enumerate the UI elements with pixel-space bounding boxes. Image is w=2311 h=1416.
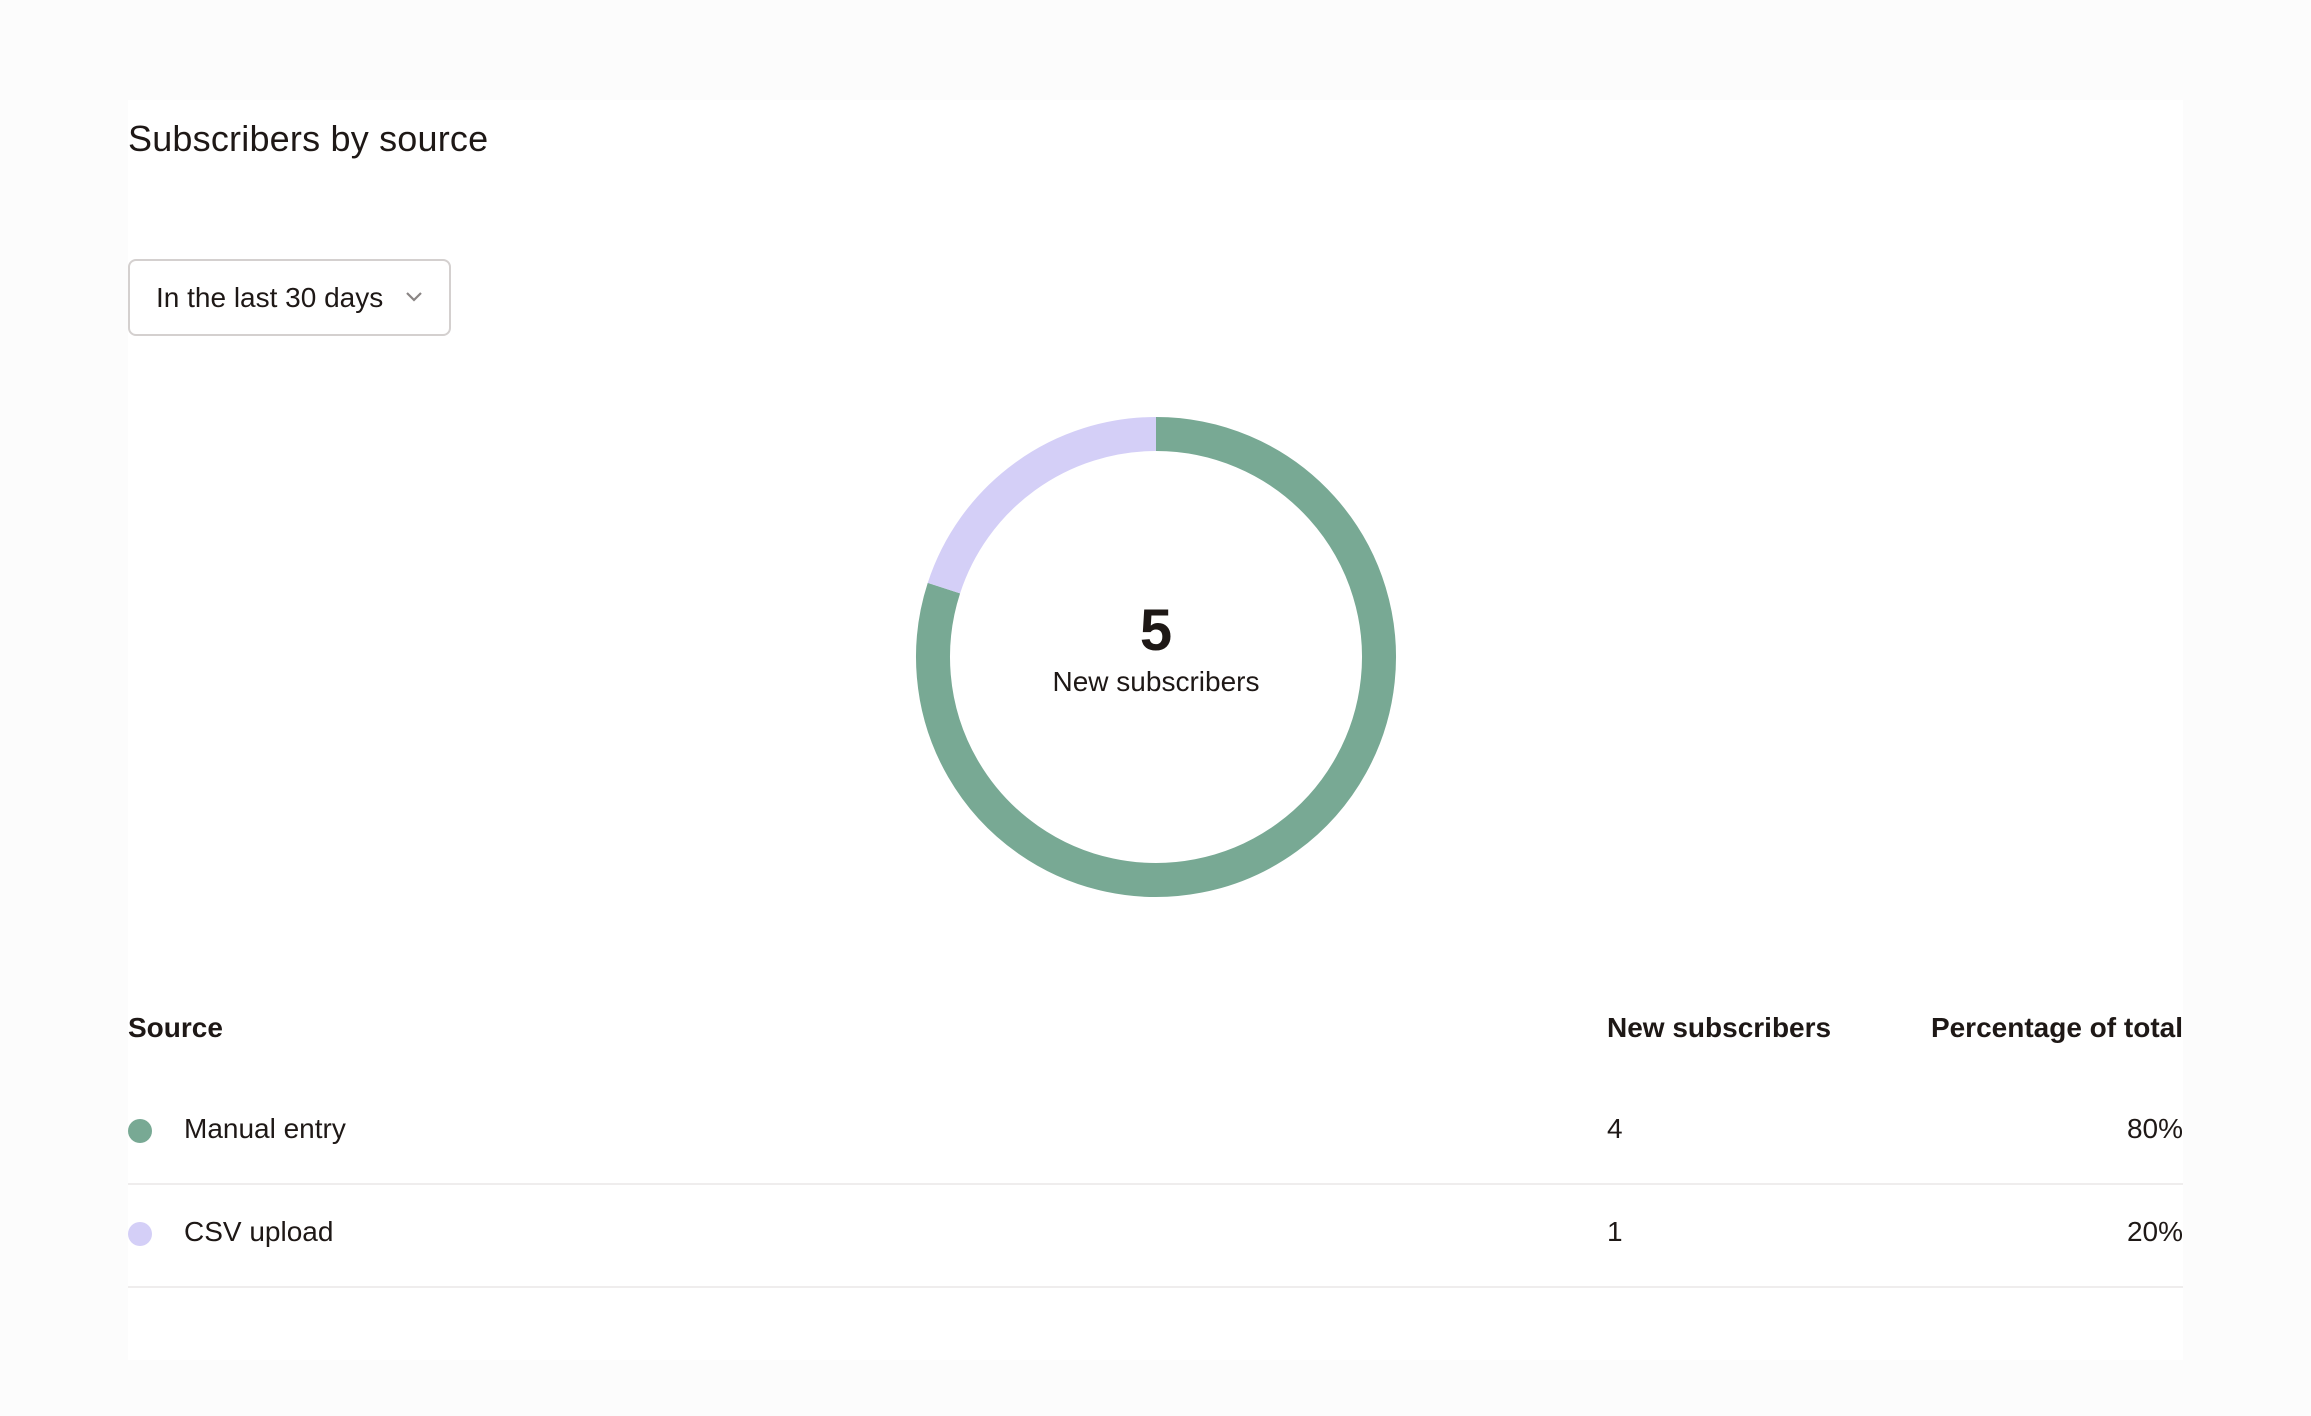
- source-name: CSV upload: [184, 1216, 334, 1247]
- legend-dot-icon: [128, 1119, 152, 1143]
- donut-chart: [916, 417, 1396, 897]
- source-percent: 80%: [2126, 1113, 2183, 1144]
- page-title: Subscribers by source: [128, 118, 489, 159]
- date-range-dropdown[interactable]: In the last 30 days: [128, 259, 451, 336]
- header-percentage: Percentage of total: [1930, 1012, 2183, 1043]
- card: [128, 100, 2183, 1360]
- chevron-down-icon: [406, 292, 422, 302]
- donut-slice-csv-upload: [927, 417, 1157, 594]
- source-count: 1: [1607, 1216, 1623, 1247]
- date-range-value: In the last 30 days: [156, 281, 384, 313]
- donut-slice-manual-entry: [916, 417, 1396, 897]
- header-new-subscribers: New subscribers: [1607, 1012, 1832, 1043]
- source-name: Manual entry: [184, 1113, 346, 1144]
- header-source: Source: [128, 1012, 223, 1043]
- legend-dot-icon: [128, 1222, 152, 1246]
- total-count: 5: [1139, 598, 1173, 663]
- source-percent: 20%: [2126, 1216, 2183, 1247]
- total-label: New subscribers: [1052, 666, 1260, 697]
- source-count: 4: [1607, 1113, 1623, 1144]
- donut-center: 5 New subscribers: [956, 600, 1356, 698]
- table-row: CSV upload 1 20%: [128, 1183, 2183, 1288]
- table-row: Manual entry 4 80%: [128, 1080, 2183, 1185]
